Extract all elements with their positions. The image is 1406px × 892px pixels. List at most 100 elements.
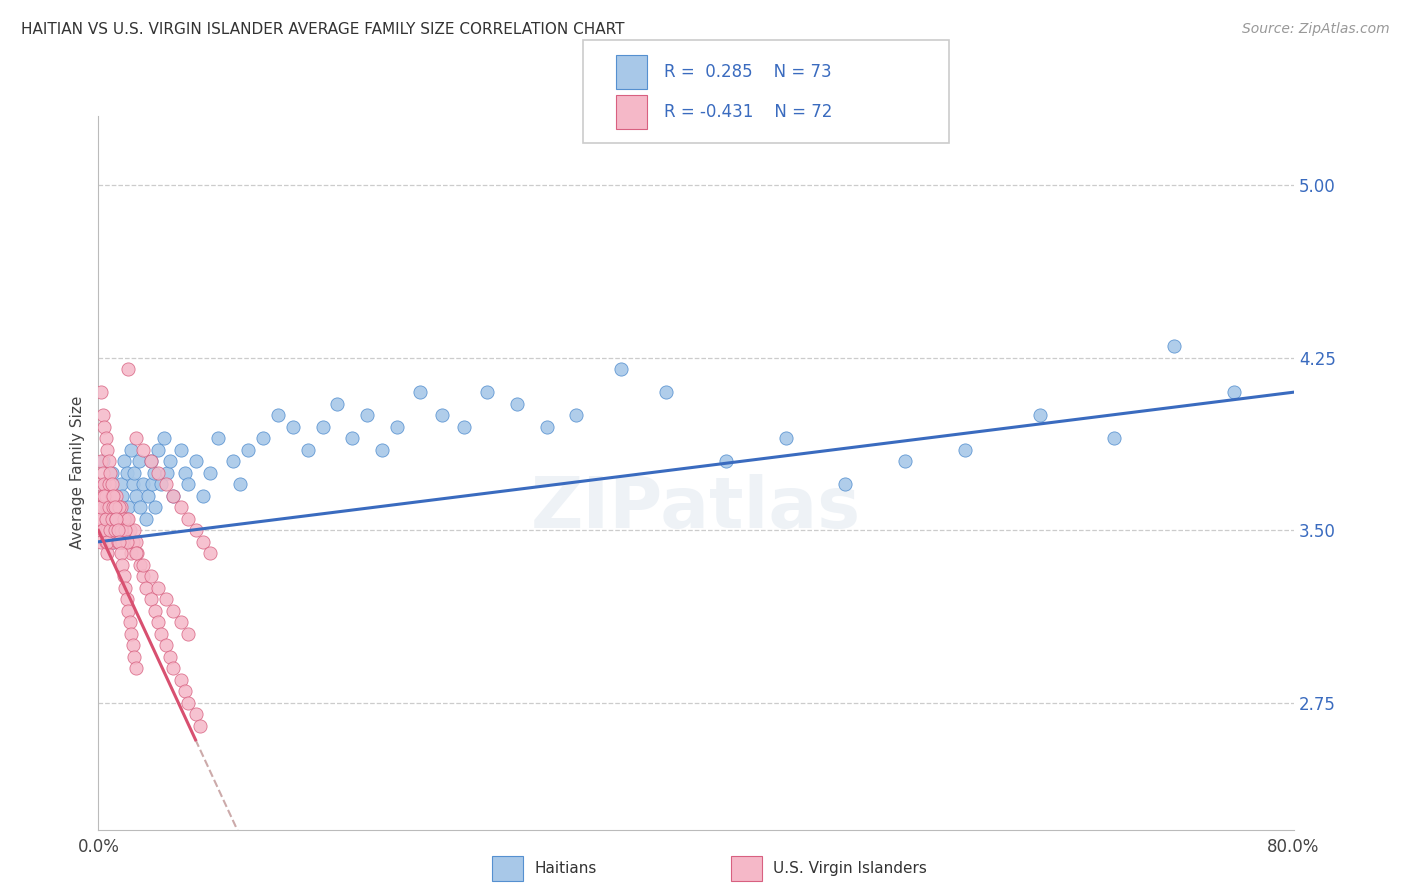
Point — [104, 524, 127, 538]
Point — [177, 512, 200, 526]
Point — [162, 661, 184, 675]
Point — [97, 477, 120, 491]
Point — [565, 408, 588, 422]
Text: R =  0.285    N = 73: R = 0.285 N = 73 — [664, 63, 831, 81]
Point — [207, 431, 229, 445]
Point — [104, 512, 127, 526]
Point — [139, 592, 162, 607]
Point — [150, 477, 173, 491]
Point — [91, 512, 114, 526]
Text: R = -0.431    N = 72: R = -0.431 N = 72 — [664, 103, 832, 121]
Point — [114, 512, 136, 526]
Point — [120, 627, 142, 641]
Point — [125, 431, 148, 445]
Point — [125, 546, 148, 560]
Point — [91, 454, 114, 468]
Point — [191, 534, 214, 549]
Point — [115, 512, 138, 526]
Point — [148, 615, 170, 630]
Point — [115, 466, 138, 480]
Point — [90, 385, 112, 400]
Point — [103, 534, 125, 549]
Point — [356, 408, 378, 422]
Point — [124, 466, 146, 480]
Point — [110, 534, 132, 549]
Point — [93, 489, 115, 503]
Point — [96, 546, 118, 560]
Point — [117, 362, 139, 376]
Point — [108, 534, 131, 549]
Point — [169, 673, 191, 687]
Text: HAITIAN VS U.S. VIRGIN ISLANDER AVERAGE FAMILY SIZE CORRELATION CHART: HAITIAN VS U.S. VIRGIN ISLANDER AVERAGE … — [21, 22, 624, 37]
Point — [371, 442, 394, 457]
Point — [1163, 339, 1185, 353]
Point — [105, 512, 128, 526]
Point — [96, 500, 118, 515]
Point — [430, 408, 453, 422]
Point — [90, 454, 112, 468]
Point — [136, 489, 159, 503]
Point — [107, 524, 129, 538]
Point — [184, 707, 207, 722]
Point — [114, 524, 136, 538]
Point — [111, 512, 134, 526]
Point — [104, 500, 127, 515]
Point — [132, 558, 155, 572]
Point — [107, 500, 129, 515]
Point — [117, 604, 139, 618]
Point — [96, 534, 118, 549]
Point — [103, 512, 125, 526]
Point — [184, 524, 207, 538]
Point — [124, 524, 146, 538]
Point — [143, 604, 166, 618]
Point — [117, 500, 139, 515]
Point — [342, 431, 364, 445]
Point — [101, 466, 124, 480]
Point — [94, 489, 117, 503]
Point — [155, 477, 177, 491]
Point — [169, 615, 191, 630]
Point — [162, 489, 184, 503]
Point — [1028, 408, 1050, 422]
Point — [775, 431, 797, 445]
Point — [107, 534, 129, 549]
Point — [105, 489, 128, 503]
Point — [96, 524, 118, 538]
Point — [110, 546, 132, 560]
Point — [114, 581, 136, 595]
Text: U.S. Virgin Islanders: U.S. Virgin Islanders — [773, 862, 927, 876]
Point — [132, 442, 155, 457]
Point — [139, 569, 162, 583]
Point — [121, 534, 143, 549]
Text: Source: ZipAtlas.com: Source: ZipAtlas.com — [1241, 22, 1389, 37]
Point — [124, 649, 146, 664]
Point — [97, 500, 120, 515]
Point — [135, 512, 157, 526]
Point — [104, 524, 127, 538]
Point — [89, 477, 111, 491]
Point — [110, 524, 132, 538]
Point — [112, 569, 135, 583]
Point — [252, 431, 274, 445]
Point — [148, 466, 170, 480]
Point — [129, 558, 152, 572]
Point — [97, 512, 120, 526]
Point — [94, 431, 117, 445]
Point — [98, 466, 122, 480]
Point — [475, 385, 498, 400]
Point — [97, 454, 120, 468]
Point — [222, 454, 245, 468]
Point — [714, 454, 737, 468]
Point — [115, 534, 138, 549]
Point — [326, 397, 349, 411]
Point — [89, 524, 111, 538]
Point — [200, 466, 222, 480]
Point — [155, 592, 177, 607]
Point — [1104, 431, 1126, 445]
Point — [93, 500, 115, 515]
Point — [143, 500, 166, 515]
Point — [104, 500, 127, 515]
Point — [108, 512, 131, 526]
Point — [94, 512, 117, 526]
Point — [236, 442, 259, 457]
